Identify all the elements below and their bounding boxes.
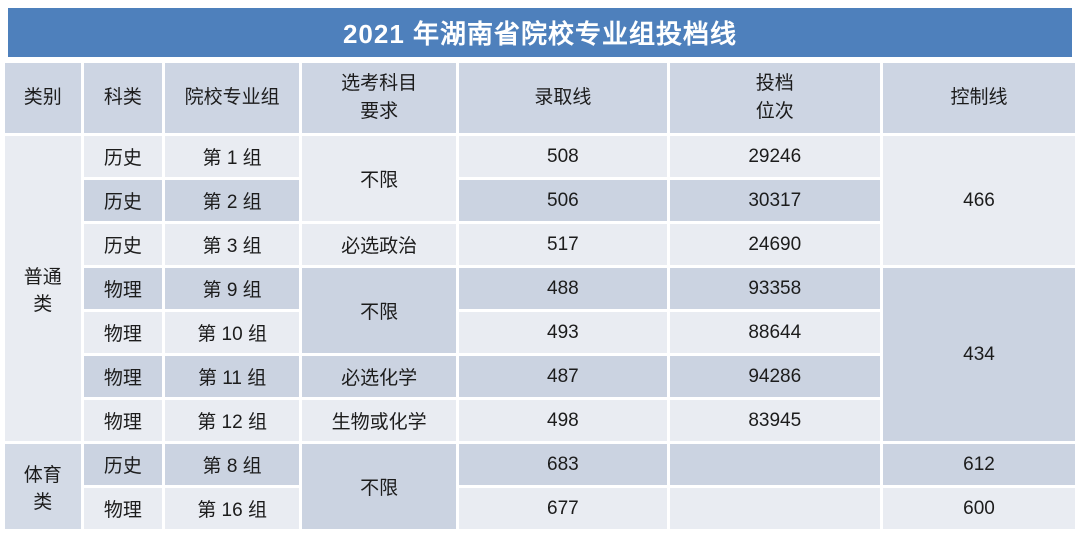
cell-subject: 物理 xyxy=(83,400,163,441)
cell-group: 第 16 组 xyxy=(165,488,300,529)
cell-req: 生物或化学 xyxy=(302,400,457,441)
cell-rank xyxy=(669,488,880,529)
cell-subject: 历史 xyxy=(83,224,163,265)
col-header-filing-rank: 投档 位次 xyxy=(669,63,880,133)
cell-subject: 物理 xyxy=(83,488,163,529)
col-header-control-line: 控制线 xyxy=(882,63,1075,133)
cell-req: 不限 xyxy=(302,268,457,353)
table-row: 物理 第 11 组 必选化学 487 94286 xyxy=(5,356,1075,397)
table-row: 物理 第 10 组 493 88644 xyxy=(5,312,1075,353)
table-row: 普通 类 历史 第 1 组 不限 508 29246 466 xyxy=(5,136,1075,441)
cell-group: 第 8 组 xyxy=(165,444,300,485)
table-row: 体育 类 历史 第 8 组 不限 683 612 xyxy=(5,444,1075,529)
cell-group: 第 2 组 xyxy=(165,180,300,221)
cell-group: 第 9 组 xyxy=(165,268,300,309)
cell-subject: 物理 xyxy=(83,268,163,309)
cell-req: 不限 xyxy=(302,136,457,221)
cell-group: 第 10 组 xyxy=(165,312,300,353)
cell-control: 600 xyxy=(882,488,1075,529)
table-row: 物理 第 9 组 不限 488 93358 434 xyxy=(5,268,1075,441)
cell-admit: 508 xyxy=(459,136,667,177)
cell-admit: 517 xyxy=(459,224,667,265)
col-header-group: 院校专业组 xyxy=(165,63,300,133)
cell-subject: 历史 xyxy=(83,444,163,485)
cell-group: 第 3 组 xyxy=(165,224,300,265)
cell-rank: 29246 xyxy=(669,136,880,177)
cell-req: 不限 xyxy=(302,444,457,529)
table-row: 历史 第 3 组 必选政治 517 24690 xyxy=(5,224,1075,265)
cell-rank: 30317 xyxy=(669,180,880,221)
cell-rank: 93358 xyxy=(669,268,880,309)
cell-control: 466 xyxy=(882,136,1075,265)
cell-subject: 历史 xyxy=(83,180,163,221)
cell-admit: 493 xyxy=(459,312,667,353)
cell-control: 612 xyxy=(882,444,1075,485)
cell-admit: 498 xyxy=(459,400,667,441)
cell-req: 必选化学 xyxy=(302,356,457,397)
title-banner: 2021 年湖南省院校专业组投档线 xyxy=(8,8,1072,57)
page-title: 2021 年湖南省院校专业组投档线 xyxy=(342,19,738,49)
cell-admit: 677 xyxy=(459,488,667,529)
cell-subject: 物理 xyxy=(83,312,163,353)
cell-admit: 487 xyxy=(459,356,667,397)
header-row: 类别 科类 院校专业组 选考科目 要求 录取线 投档 位次 控制线 xyxy=(5,63,1075,133)
cell-admit: 488 xyxy=(459,268,667,309)
col-header-subject: 科类 xyxy=(83,63,163,133)
table-row: 历史 第 2 组 506 30317 xyxy=(5,180,1075,221)
col-header-admission-line: 录取线 xyxy=(459,63,667,133)
cell-rank: 88644 xyxy=(669,312,880,353)
score-table: 类别 科类 院校专业组 选考科目 要求 录取线 投档 位次 控制线 普通 类 历… xyxy=(2,60,1078,532)
cell-control: 434 xyxy=(882,268,1075,441)
cell-subject: 历史 xyxy=(83,136,163,177)
cell-group: 第 11 组 xyxy=(165,356,300,397)
col-header-category: 类别 xyxy=(5,63,81,133)
cell-admit: 683 xyxy=(459,444,667,485)
cell-rank: 83945 xyxy=(669,400,880,441)
table-row: 物理 第 12 组 生物或化学 498 83945 xyxy=(5,400,1075,441)
cell-subject: 物理 xyxy=(83,356,163,397)
cell-group: 第 1 组 xyxy=(165,136,300,177)
cell-group: 第 12 组 xyxy=(165,400,300,441)
cell-rank: 94286 xyxy=(669,356,880,397)
cell-rank: 24690 xyxy=(669,224,880,265)
cell-admit: 506 xyxy=(459,180,667,221)
cell-rank xyxy=(669,444,880,485)
table-row: 物理 第 16 组 677 600 xyxy=(5,488,1075,529)
cell-req: 必选政治 xyxy=(302,224,457,265)
cell-category-sports: 体育 类 xyxy=(5,444,81,529)
cell-category-normal: 普通 类 xyxy=(5,136,81,441)
col-header-exam-requirement: 选考科目 要求 xyxy=(302,63,457,133)
